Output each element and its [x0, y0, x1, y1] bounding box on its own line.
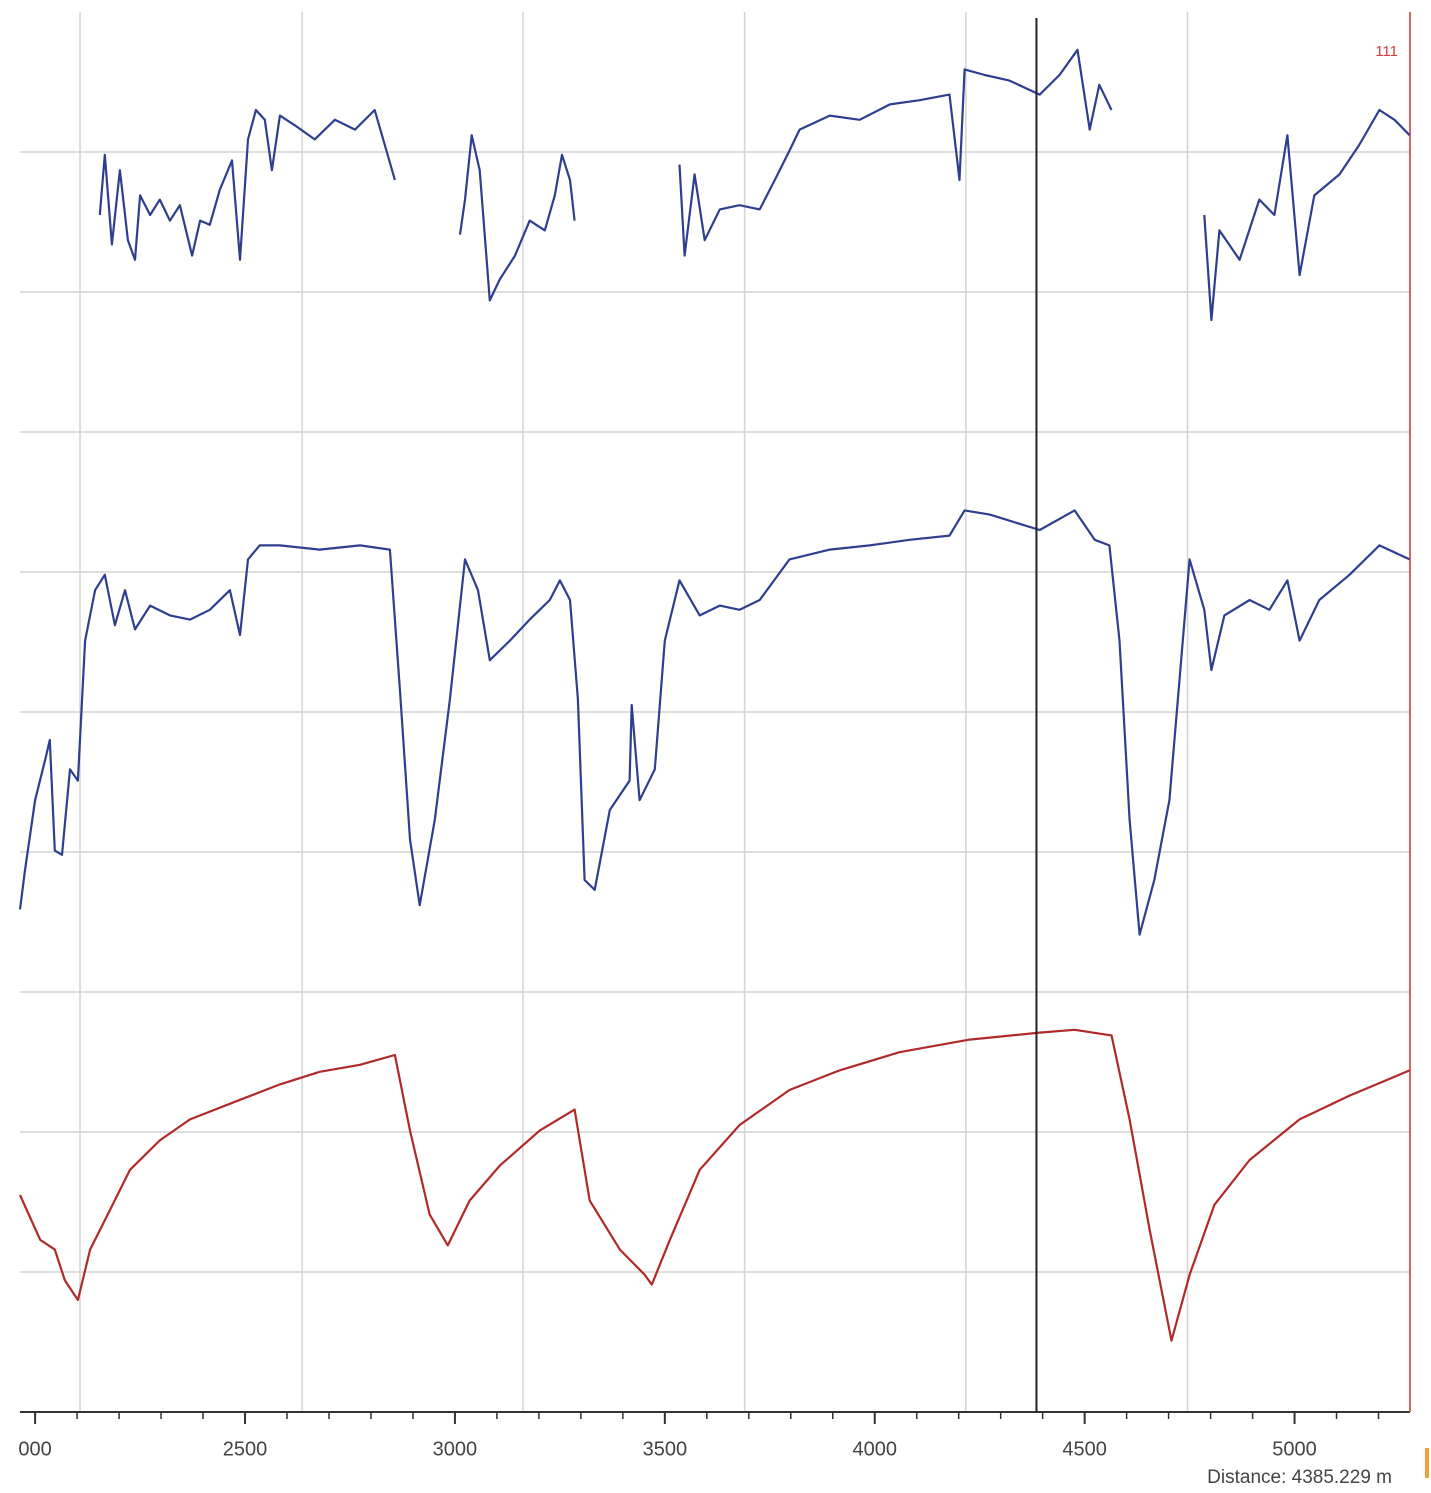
data-line — [18, 1028, 1411, 1342]
x-tick-label: 3000 — [433, 1438, 478, 1460]
annotation: 111 — [1375, 43, 1398, 60]
x-tick-label: 4000 — [852, 1438, 897, 1460]
data-line — [98, 48, 1411, 322]
cursor-label: Distance: 4385.229 m — [1207, 1467, 1392, 1488]
x-tick-label: 000 — [18, 1438, 51, 1460]
x-tick-label: 3500 — [643, 1438, 688, 1460]
x-tick-label: 2500 — [223, 1438, 268, 1460]
resize-handle — [1425, 1448, 1429, 1478]
x-tick-label: 4500 — [1062, 1438, 1107, 1460]
data-line — [18, 509, 1411, 936]
x-tick-label: 5000 — [1272, 1438, 1317, 1460]
